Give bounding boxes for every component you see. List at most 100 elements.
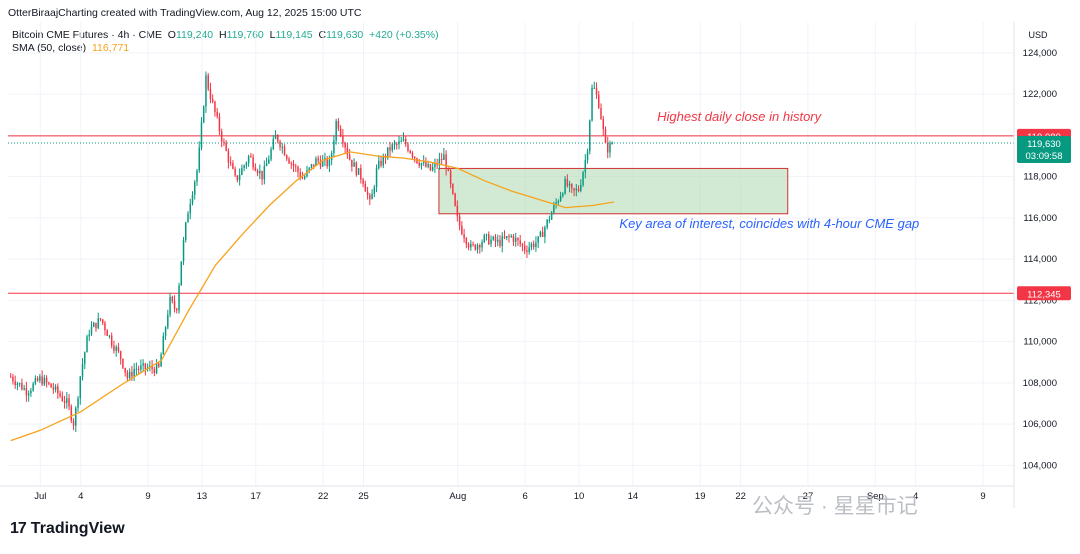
- candle-body: [497, 239, 499, 242]
- candle-body: [247, 156, 250, 163]
- candle-body: [303, 176, 306, 179]
- candle-body: [586, 151, 589, 161]
- candle-body: [202, 106, 205, 123]
- candle-body: [131, 371, 133, 377]
- sma-legend: SMA (50, close) 116,771: [12, 42, 129, 54]
- candle-body: [346, 147, 349, 155]
- candle-body: [431, 167, 434, 171]
- candle-body: [70, 406, 73, 421]
- candle-body: [371, 193, 373, 200]
- highlight-zone-layer: [438, 167, 789, 215]
- candle-body: [200, 122, 203, 148]
- candle-body: [48, 382, 50, 384]
- candle-body: [337, 121, 340, 129]
- candle-body: [555, 202, 557, 206]
- tradingview-logo-icon: 17: [10, 520, 27, 537]
- candle-body: [254, 167, 257, 171]
- candle-body: [268, 159, 270, 164]
- candle-body: [445, 154, 447, 170]
- high-value: 119,760: [226, 29, 264, 41]
- x-tick-label: 22: [735, 491, 746, 502]
- candle-body: [411, 152, 414, 157]
- candle-body: [404, 138, 407, 145]
- candle-body: [557, 200, 560, 203]
- low-value: 119,145: [275, 29, 313, 41]
- candle-body: [173, 301, 176, 309]
- candle-body: [438, 158, 441, 166]
- candle-body: [519, 240, 521, 245]
- candle-body: [61, 396, 64, 401]
- candle-body: [279, 141, 281, 148]
- candle-body: [391, 144, 394, 151]
- candle-body: [218, 116, 221, 132]
- candle-body: [153, 369, 156, 374]
- y-tick-label: 124,000: [1023, 48, 1057, 59]
- candle-body: [23, 388, 25, 390]
- x-tick-label: 25: [358, 491, 369, 502]
- candle-body: [30, 390, 32, 394]
- candle-body: [488, 234, 490, 245]
- candle-body: [176, 308, 178, 311]
- sma-line-layer: [10, 151, 615, 442]
- candle-body: [274, 134, 277, 140]
- candle-body: [389, 147, 391, 151]
- candle-body: [59, 393, 61, 397]
- candle-body: [36, 378, 39, 381]
- candle-body: [119, 351, 122, 359]
- candle-body: [223, 141, 225, 143]
- candle-body: [189, 203, 192, 214]
- candle-body: [456, 205, 459, 217]
- candle-body: [357, 168, 360, 175]
- candle-body: [290, 163, 293, 165]
- candle-body: [9, 376, 12, 378]
- candle-body: [548, 219, 551, 221]
- candle-body: [142, 363, 144, 366]
- candle-body: [398, 141, 400, 145]
- x-tick-label: 10: [574, 491, 585, 502]
- candle-body: [77, 398, 79, 408]
- candle-body: [207, 75, 209, 89]
- candle-body: [162, 335, 165, 355]
- candle-body: [39, 376, 41, 381]
- candle-body: [101, 319, 104, 323]
- candle-body: [234, 168, 236, 176]
- candle-body: [333, 140, 335, 154]
- time-axis: Jul 4 9 13 17 22 25 Aug 6 10 14 19 22 27 Sep 4 9: [34, 491, 985, 502]
- candle-body: [227, 150, 230, 163]
- candle-body: [458, 216, 461, 226]
- sma-label: SMA (50, close): [12, 42, 87, 54]
- candle-body: [492, 236, 495, 240]
- candle-body: [250, 156, 252, 158]
- candle-body: [245, 162, 248, 166]
- candle-body: [364, 184, 367, 192]
- candle-body: [232, 163, 234, 169]
- candle-body: [593, 87, 596, 89]
- candle-body: [521, 244, 524, 246]
- candle-body: [310, 164, 313, 168]
- candle-body: [568, 184, 571, 186]
- candle-body: [366, 191, 369, 195]
- candle-body: [577, 188, 580, 191]
- candle-body: [167, 314, 169, 328]
- candle-body: [573, 188, 575, 191]
- candle-body: [530, 243, 533, 248]
- candle-body: [151, 365, 153, 370]
- x-tick-label: Sep: [867, 491, 884, 502]
- candle-body: [351, 159, 353, 167]
- candle-body: [467, 244, 470, 248]
- candle-body: [21, 383, 23, 390]
- candle-body: [413, 156, 416, 159]
- candle-body: [562, 193, 564, 196]
- candle-body: [481, 242, 483, 248]
- candle-body: [272, 139, 275, 150]
- candle-body: [182, 239, 185, 262]
- candle-body: [472, 243, 474, 245]
- candle-body: [191, 194, 194, 204]
- candle-body: [140, 365, 142, 370]
- annotations: Highest daily close in history Key area o…: [619, 109, 919, 231]
- candle-body: [510, 235, 512, 237]
- candle-body: [283, 146, 286, 156]
- candle-body: [604, 129, 607, 143]
- candle-body: [514, 238, 517, 242]
